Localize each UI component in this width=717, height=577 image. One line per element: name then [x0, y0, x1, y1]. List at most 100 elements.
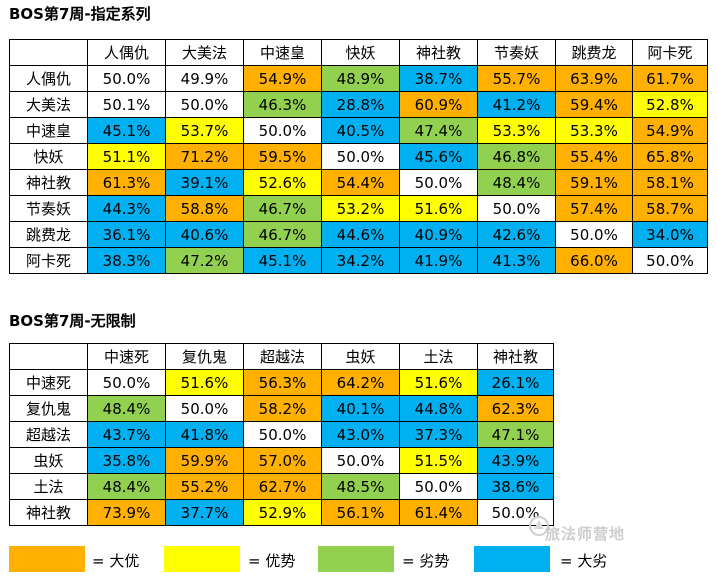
matchup-cell: 55.2% [165, 473, 244, 500]
matchup-cell: 45.1% [243, 247, 322, 274]
matchup-cell: 50.0% [555, 221, 633, 248]
legend-swatch [474, 546, 550, 572]
matchup-cell: 38.7% [399, 65, 478, 92]
column-header: 土法 [399, 343, 478, 370]
matchup-cell: 58.7% [632, 195, 708, 222]
matchup-cell: 48.5% [321, 473, 400, 500]
matchup-cell: 73.9% [87, 499, 166, 526]
matchup-cell: 64.2% [321, 369, 400, 396]
column-header: 复仇鬼 [165, 343, 244, 370]
matchup-cell: 54.4% [321, 169, 400, 196]
matchup-cell: 40.6% [165, 221, 244, 248]
matchup-cell: 43.0% [321, 421, 400, 448]
table-row: 神社教 73.9% 37.7% 52.9% 56.1% 61.4% 50.0% [9, 499, 554, 526]
matchup-cell: 50.0% [243, 117, 322, 144]
matchup-cell: 40.1% [321, 395, 400, 422]
matchup-cell: 61.7% [632, 65, 708, 92]
table-row: 大美法 50.1% 50.0% 46.3% 28.8% 60.9% 41.2% 59.4% 52… [9, 91, 708, 118]
column-header: 超越法 [243, 343, 322, 370]
table-row: 虫妖 35.8% 59.9% 57.0% 50.0% 51.5% 43.9% [9, 447, 554, 474]
matchup-cell: 35.8% [87, 447, 166, 474]
matchup-cell: 34.2% [321, 247, 400, 274]
matchup-cell: 36.1% [87, 221, 166, 248]
matchup-cell: 48.4% [477, 169, 556, 196]
matchup-cell: 37.7% [165, 499, 244, 526]
matchup-cell: 47.1% [477, 421, 554, 448]
table-row: 超越法 43.7% 41.8% 50.0% 43.0% 37.3% 47.1% [9, 421, 554, 448]
matchup-cell: 50.0% [321, 447, 400, 474]
matchup-cell: 53.2% [321, 195, 400, 222]
matchup-cell: 51.5% [399, 447, 478, 474]
matchup-cell: 51.1% [87, 143, 166, 170]
matchup-cell: 59.4% [555, 91, 633, 118]
row-header: 中速皇 [9, 117, 88, 144]
matchup-cell: 42.6% [477, 221, 556, 248]
matchup-cell: 62.7% [243, 473, 322, 500]
column-header: 中速皇 [243, 39, 322, 66]
column-header: 神社教 [477, 343, 554, 370]
table-row: 神社教 61.3% 39.1% 52.6% 54.4% 50.0% 48.4% 59.1% 58… [9, 169, 708, 196]
matchup-cell: 52.6% [243, 169, 322, 196]
matchup-cell: 50.0% [87, 65, 166, 92]
matchup-cell: 50.0% [399, 473, 478, 500]
legend-swatch [318, 546, 394, 572]
matchup-cell: 38.6% [477, 473, 554, 500]
matchup-cell: 47.4% [399, 117, 478, 144]
table-row: 土法 48.4% 55.2% 62.7% 48.5% 50.0% 38.6% [9, 473, 554, 500]
matchup-cell: 46.8% [477, 143, 556, 170]
matchup-cell: 39.1% [165, 169, 244, 196]
row-header: 阿卡死 [9, 247, 88, 274]
matchup-cell: 51.6% [165, 369, 244, 396]
matchup-cell: 45.1% [87, 117, 166, 144]
matchup-cell: 62.3% [477, 395, 554, 422]
row-header: 神社教 [9, 169, 88, 196]
legend-swatch [164, 546, 240, 572]
matchup-cell: 48.4% [87, 395, 166, 422]
matchup-cell: 49.9% [165, 65, 244, 92]
matchup-cell: 41.8% [165, 421, 244, 448]
legend-label: = 劣势 [402, 552, 450, 570]
header-row: 人偶仇 大美法 中速皇 快妖 神社教 节奏妖 跳费龙 阿卡死 [9, 39, 708, 66]
matchup-cell: 44.3% [87, 195, 166, 222]
matchup-cell: 59.5% [243, 143, 322, 170]
column-header: 神社教 [399, 39, 478, 66]
matchup-cell: 40.9% [399, 221, 478, 248]
row-header: 复仇鬼 [9, 395, 88, 422]
matchup-cell: 57.0% [243, 447, 322, 474]
matchup-cell: 54.9% [243, 65, 322, 92]
matchup-cell: 56.1% [321, 499, 400, 526]
table-row: 中速皇 45.1% 53.7% 50.0% 40.5% 47.4% 53.3% 53.3% 54… [9, 117, 708, 144]
matchup-cell: 50.0% [165, 91, 244, 118]
matchup-cell: 37.3% [399, 421, 478, 448]
matchup-cell: 63.9% [555, 65, 633, 92]
matchup-cell: 38.3% [87, 247, 166, 274]
table-row: 节奏妖 44.3% 58.8% 46.7% 53.2% 51.6% 50.0% 57.4% 58… [9, 195, 708, 222]
matchup-cell: 50.1% [87, 91, 166, 118]
matchup-cell: 41.3% [477, 247, 556, 274]
matchup-cell: 50.0% [477, 195, 556, 222]
matchup-cell: 55.4% [555, 143, 633, 170]
legend-swatch [9, 546, 85, 572]
table-row: 快妖 51.1% 71.2% 59.5% 50.0% 45.6% 46.8% 55.4% 65.… [9, 143, 708, 170]
matchup-cell: 50.0% [165, 395, 244, 422]
matchup-cell: 46.3% [243, 91, 322, 118]
matchup-table-unlimited: 中速死 复仇鬼 超越法 虫妖 土法 神社教 中速死 50.0% 51.6% 56.3% 64.2% 5… [9, 343, 554, 526]
matchup-cell: 34.0% [632, 221, 708, 248]
matchup-cell: 53.7% [165, 117, 244, 144]
matchup-cell: 61.3% [87, 169, 166, 196]
corner-cell [9, 39, 88, 66]
matchup-cell: 53.3% [555, 117, 633, 144]
table-row: 人偶仇 50.0% 49.9% 54.9% 48.9% 38.7% 55.7% 63.9% 61… [9, 65, 708, 92]
legend-label: = 大优 [92, 552, 140, 570]
matchup-cell: 43.9% [477, 447, 554, 474]
section1-title: BOS第7周-指定系列 [9, 5, 151, 23]
matchup-cell: 52.8% [632, 91, 708, 118]
matchup-cell: 65.8% [632, 143, 708, 170]
matchup-cell: 59.1% [555, 169, 633, 196]
matchup-cell: 40.5% [321, 117, 400, 144]
row-header: 神社教 [9, 499, 88, 526]
column-header: 大美法 [165, 39, 244, 66]
matchup-cell: 50.0% [632, 247, 708, 274]
matchup-cell: 57.4% [555, 195, 633, 222]
row-header: 土法 [9, 473, 88, 500]
